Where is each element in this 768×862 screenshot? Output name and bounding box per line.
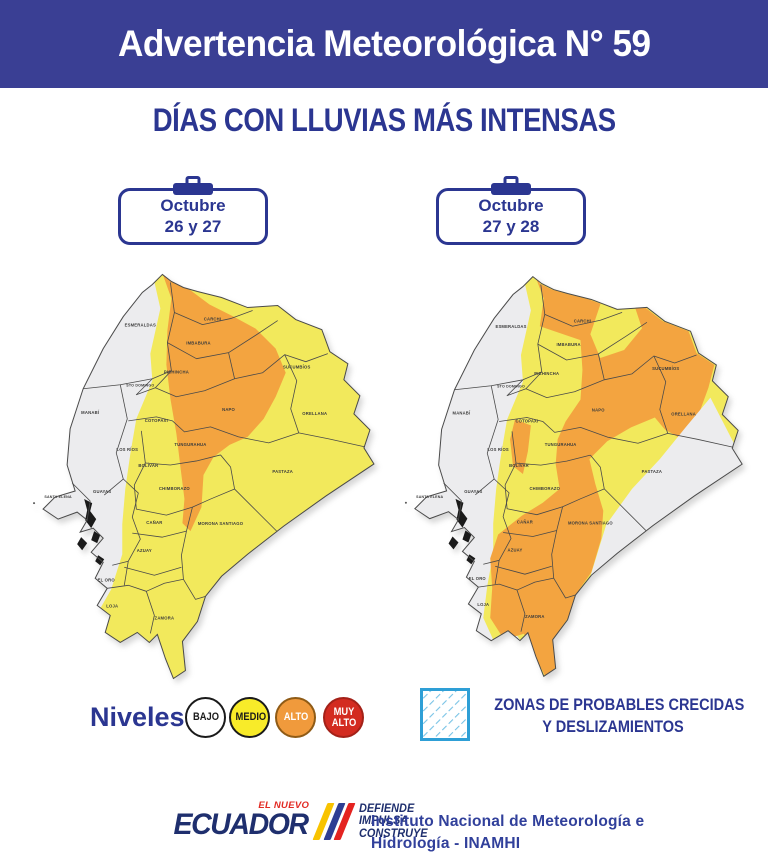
province-label: LOJA xyxy=(106,603,118,608)
province-label: CAÑAR xyxy=(517,520,533,525)
logo-el-nuevo: EL NUEVO xyxy=(258,800,310,811)
ecuador-map-oct-27-28: ESMERALDAS CARCHI IMBABURA PICHINCHA STO DOM… xyxy=(396,268,758,685)
province-label: MANABÍ xyxy=(81,410,100,415)
logo-ecuador: ECUADOR xyxy=(173,808,310,841)
level-badge-muy-alto: MUY ALTO xyxy=(323,697,364,738)
ecuador-map-oct-26-27: ESMERALDAS CARCHI IMBABURA PICHINCHA STO DOM… xyxy=(24,268,390,685)
province-label: CHIMBORAZO xyxy=(529,486,560,491)
province-labels: ESMERALDAS CARCHI IMBABURA PICHINCHA STO DOM… xyxy=(416,318,696,619)
province-label: SANTA ELENA xyxy=(44,495,72,499)
level-badge-medio: MEDIO xyxy=(229,697,270,738)
province-label: COTOPAXI xyxy=(515,418,538,423)
province-label: BOLÍVAR xyxy=(509,463,529,468)
province-label: AZUAY xyxy=(508,547,523,552)
country-outline xyxy=(42,273,375,680)
estuary-mark xyxy=(462,530,472,543)
province-label: NAPO xyxy=(222,407,235,412)
province-label: STO DOMINGO xyxy=(497,385,525,389)
subtitle: DÍAS CON LLUVIAS MÁS INTENSAS xyxy=(152,102,616,138)
card-month: Octubre xyxy=(478,196,544,215)
country-outline xyxy=(414,275,743,678)
province-label: GUAYAS xyxy=(464,489,482,494)
level-badge-alto: ALTO xyxy=(275,697,316,738)
logo-stripes-icon xyxy=(312,803,356,840)
province-label: GUAYAS xyxy=(93,489,111,494)
province-label: PASTAZA xyxy=(642,469,662,474)
province-borders xyxy=(71,282,366,634)
province-label: LOS RÍOS xyxy=(116,447,138,452)
briefcase-icon xyxy=(491,176,531,195)
province-label: PICHINCHA xyxy=(534,371,559,376)
province-label: SUCUMBÍOS xyxy=(283,365,311,370)
page-title: Advertencia Meteorológica N° 59 xyxy=(117,23,651,64)
card-days: 26 y 27 xyxy=(164,217,222,237)
province-label: PASTAZA xyxy=(272,469,293,474)
province-label: CAÑAR xyxy=(146,520,162,525)
province-label: AZUAY xyxy=(137,548,152,553)
province-borders xyxy=(443,284,734,632)
province-label: NAPO xyxy=(592,408,605,413)
province-label: TUNGURAHUA xyxy=(174,442,206,447)
province-label: COTOPAXI xyxy=(145,418,168,423)
date-card-oct-26-27: Octubre 26 y 27 xyxy=(118,176,268,245)
province-label: PICHINCHA xyxy=(164,370,189,375)
date-card-oct-27-28: Octubre 27 y 28 xyxy=(436,176,586,245)
briefcase-icon xyxy=(173,176,213,195)
province-label: MANABÍ xyxy=(453,411,471,416)
estuary-mark xyxy=(77,537,88,551)
province-label: SANTA ELENA xyxy=(416,495,443,499)
province-label: SUCUMBÍOS xyxy=(652,366,679,371)
alto-zone xyxy=(510,419,531,475)
header-bar: Advertencia Meteorológica N° 59 xyxy=(0,0,768,88)
province-label: TUNGURAHUA xyxy=(545,442,577,447)
logo-slogan: DEFIENDE IMPULSA CONSTRUYE xyxy=(358,803,428,840)
level-badge-bajo: BAJO xyxy=(185,697,226,738)
province-label: STO DOMINGO xyxy=(126,384,154,388)
province-label: ESMERALDAS xyxy=(125,323,156,328)
medio-patch xyxy=(590,298,642,358)
province-label: EL ORO xyxy=(98,577,116,582)
ecuador-government-logo: EL NUEVO ECUADOR DEFIENDE IMPULSA CONSTR… xyxy=(170,799,431,847)
province-label: MORONA SANTIAGO xyxy=(568,521,613,526)
province-label: ORELLANA xyxy=(671,412,696,417)
zones-legend-text: ZONAS DE PROBABLES CRECIDAS Y DESLIZAMIE… xyxy=(494,696,745,737)
province-label: IMBABURA xyxy=(556,342,580,347)
estuary-mark xyxy=(91,531,101,544)
province-label: MORONA SANTIAGO xyxy=(198,521,244,526)
province-label: LOJA xyxy=(477,602,489,607)
card-days: 27 y 28 xyxy=(482,217,540,237)
province-label: CARCHI xyxy=(204,317,222,322)
alto-zone xyxy=(490,276,715,677)
province-label: EL ORO xyxy=(469,576,487,581)
estuary-mark xyxy=(448,536,459,550)
levels-legend-title: Niveles xyxy=(90,702,185,732)
province-label: ZAMORA xyxy=(525,614,544,619)
province-labels: ESMERALDAS CARCHI IMBABURA PICHINCHA STO DOM… xyxy=(44,317,327,621)
province-label: LOS RÍOS xyxy=(487,447,508,452)
bajo-patch xyxy=(590,397,743,577)
province-label: ESMERALDAS xyxy=(495,324,526,329)
card-month: Octubre xyxy=(160,196,226,215)
province-label: ZAMORA xyxy=(155,615,175,620)
province-label: BOLÍVAR xyxy=(138,463,158,468)
province-label: ORELLANA xyxy=(302,411,327,416)
province-label: IMBABURA xyxy=(186,341,211,346)
hatch-zone-icon xyxy=(420,688,470,741)
province-label: CARCHI xyxy=(574,318,591,323)
institute-name: Instituto Nacional de Meteorología e Hid… xyxy=(371,813,645,853)
province-label: CHIMBORAZO xyxy=(159,486,190,491)
